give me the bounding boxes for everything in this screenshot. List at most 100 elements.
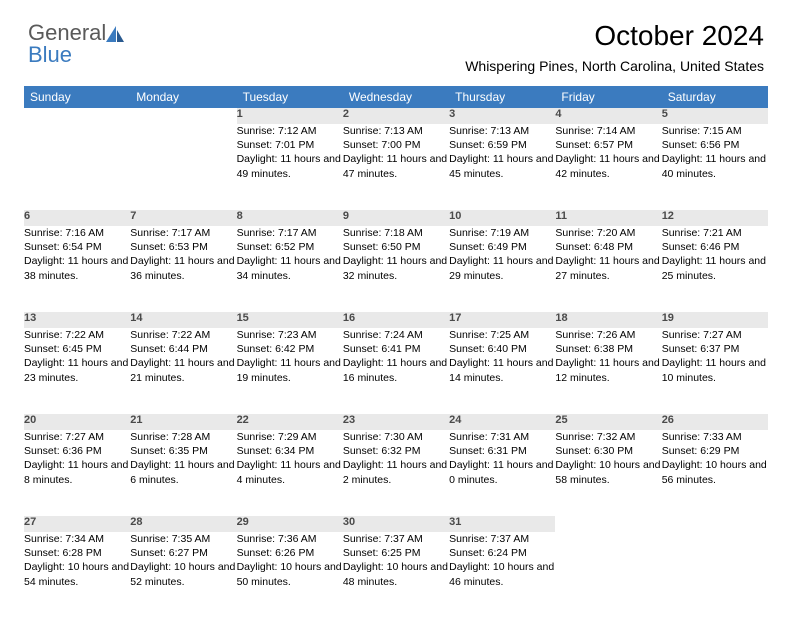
day-number: 16 xyxy=(343,312,449,328)
sunrise-text: Sunrise: 7:37 AM xyxy=(449,532,555,546)
weekday-header: Friday xyxy=(555,86,661,108)
sunset-text: Sunset: 6:59 PM xyxy=(449,138,555,152)
daylight-text: Daylight: 11 hours and 36 minutes. xyxy=(130,254,236,282)
sunset-text: Sunset: 6:53 PM xyxy=(130,240,236,254)
daylight-text: Daylight: 11 hours and 16 minutes. xyxy=(343,356,449,384)
daylight-text: Daylight: 10 hours and 58 minutes. xyxy=(555,458,661,486)
day-number: 4 xyxy=(555,108,661,124)
day-number: 12 xyxy=(662,210,768,226)
daylight-text: Daylight: 11 hours and 27 minutes. xyxy=(555,254,661,282)
sunset-text: Sunset: 6:24 PM xyxy=(449,546,555,560)
sunrise-text: Sunrise: 7:22 AM xyxy=(130,328,236,342)
day-number: 22 xyxy=(237,414,343,430)
sunset-text: Sunset: 6:56 PM xyxy=(662,138,768,152)
sunset-text: Sunset: 6:28 PM xyxy=(24,546,130,560)
day-number: 25 xyxy=(555,414,661,430)
day-number: 13 xyxy=(24,312,130,328)
sunset-text: Sunset: 6:41 PM xyxy=(343,342,449,356)
sunset-text: Sunset: 7:00 PM xyxy=(343,138,449,152)
sail-icon xyxy=(106,26,126,42)
day-cell: Sunrise: 7:30 AMSunset: 6:32 PMDaylight:… xyxy=(343,430,449,516)
day-number: 6 xyxy=(24,210,130,226)
sunrise-text: Sunrise: 7:25 AM xyxy=(449,328,555,342)
day-number: 14 xyxy=(130,312,236,328)
day-cell: Sunrise: 7:16 AMSunset: 6:54 PMDaylight:… xyxy=(24,226,130,312)
sunset-text: Sunset: 6:57 PM xyxy=(555,138,661,152)
day-cell: Sunrise: 7:24 AMSunset: 6:41 PMDaylight:… xyxy=(343,328,449,414)
day-number: 11 xyxy=(555,210,661,226)
sunset-text: Sunset: 6:27 PM xyxy=(130,546,236,560)
daylight-text: Daylight: 11 hours and 14 minutes. xyxy=(449,356,555,384)
sunrise-text: Sunrise: 7:32 AM xyxy=(555,430,661,444)
day-number: 7 xyxy=(130,210,236,226)
sunrise-text: Sunrise: 7:17 AM xyxy=(237,226,343,240)
day-cell: Sunrise: 7:36 AMSunset: 6:26 PMDaylight:… xyxy=(237,532,343,618)
day-cell: Sunrise: 7:33 AMSunset: 6:29 PMDaylight:… xyxy=(662,430,768,516)
day-cell: Sunrise: 7:29 AMSunset: 6:34 PMDaylight:… xyxy=(237,430,343,516)
day-number: 10 xyxy=(449,210,555,226)
sunrise-text: Sunrise: 7:36 AM xyxy=(237,532,343,546)
sunrise-text: Sunrise: 7:20 AM xyxy=(555,226,661,240)
daylight-text: Daylight: 11 hours and 29 minutes. xyxy=(449,254,555,282)
sunrise-text: Sunrise: 7:16 AM xyxy=(24,226,130,240)
calendar-table: SundayMondayTuesdayWednesdayThursdayFrid… xyxy=(24,86,768,618)
sunrise-text: Sunrise: 7:15 AM xyxy=(662,124,768,138)
day-number: 1 xyxy=(237,108,343,124)
day-cell: Sunrise: 7:13 AMSunset: 6:59 PMDaylight:… xyxy=(449,124,555,210)
daylight-text: Daylight: 11 hours and 2 minutes. xyxy=(343,458,449,486)
daylight-text: Daylight: 11 hours and 32 minutes. xyxy=(343,254,449,282)
daylight-text: Daylight: 11 hours and 4 minutes. xyxy=(237,458,343,486)
sunrise-text: Sunrise: 7:34 AM xyxy=(24,532,130,546)
sunrise-text: Sunrise: 7:17 AM xyxy=(130,226,236,240)
sunrise-text: Sunrise: 7:21 AM xyxy=(662,226,768,240)
sunrise-text: Sunrise: 7:14 AM xyxy=(555,124,661,138)
day-number: 30 xyxy=(343,516,449,532)
weekday-header: Sunday xyxy=(24,86,130,108)
day-cell: Sunrise: 7:37 AMSunset: 6:25 PMDaylight:… xyxy=(343,532,449,618)
daylight-text: Daylight: 11 hours and 0 minutes. xyxy=(449,458,555,486)
day-cell: Sunrise: 7:23 AMSunset: 6:42 PMDaylight:… xyxy=(237,328,343,414)
sunset-text: Sunset: 6:50 PM xyxy=(343,240,449,254)
weekday-header: Thursday xyxy=(449,86,555,108)
sunset-text: Sunset: 6:34 PM xyxy=(237,444,343,458)
empty-cell xyxy=(662,516,768,532)
day-cell: Sunrise: 7:22 AMSunset: 6:44 PMDaylight:… xyxy=(130,328,236,414)
day-number: 19 xyxy=(662,312,768,328)
day-cell: Sunrise: 7:17 AMSunset: 6:53 PMDaylight:… xyxy=(130,226,236,312)
daylight-text: Daylight: 10 hours and 48 minutes. xyxy=(343,560,449,588)
day-number: 5 xyxy=(662,108,768,124)
weekday-header: Wednesday xyxy=(343,86,449,108)
sunrise-text: Sunrise: 7:31 AM xyxy=(449,430,555,444)
sunset-text: Sunset: 6:38 PM xyxy=(555,342,661,356)
day-cell: Sunrise: 7:35 AMSunset: 6:27 PMDaylight:… xyxy=(130,532,236,618)
daylight-text: Daylight: 11 hours and 40 minutes. xyxy=(662,152,768,180)
sunset-text: Sunset: 6:40 PM xyxy=(449,342,555,356)
daylight-text: Daylight: 11 hours and 34 minutes. xyxy=(237,254,343,282)
brand-name-2: Blue xyxy=(28,42,72,67)
day-cell: Sunrise: 7:12 AMSunset: 7:01 PMDaylight:… xyxy=(237,124,343,210)
daylight-text: Daylight: 11 hours and 23 minutes. xyxy=(24,356,130,384)
daylight-text: Daylight: 10 hours and 52 minutes. xyxy=(130,560,236,588)
daylight-text: Daylight: 11 hours and 45 minutes. xyxy=(449,152,555,180)
sunrise-text: Sunrise: 7:22 AM xyxy=(24,328,130,342)
sunset-text: Sunset: 6:54 PM xyxy=(24,240,130,254)
sunrise-text: Sunrise: 7:29 AM xyxy=(237,430,343,444)
day-number: 24 xyxy=(449,414,555,430)
weekday-header: Monday xyxy=(130,86,236,108)
sunset-text: Sunset: 6:30 PM xyxy=(555,444,661,458)
brand-logo: General Blue xyxy=(28,22,126,66)
sunrise-text: Sunrise: 7:13 AM xyxy=(343,124,449,138)
sunset-text: Sunset: 6:44 PM xyxy=(130,342,236,356)
weekday-header: Tuesday xyxy=(237,86,343,108)
day-number: 8 xyxy=(237,210,343,226)
empty-cell xyxy=(555,516,661,532)
day-cell: Sunrise: 7:19 AMSunset: 6:49 PMDaylight:… xyxy=(449,226,555,312)
sunset-text: Sunset: 6:37 PM xyxy=(662,342,768,356)
sunrise-text: Sunrise: 7:13 AM xyxy=(449,124,555,138)
day-number: 15 xyxy=(237,312,343,328)
daylight-text: Daylight: 11 hours and 42 minutes. xyxy=(555,152,661,180)
month-year: October 2024 xyxy=(465,20,764,52)
daylight-text: Daylight: 11 hours and 12 minutes. xyxy=(555,356,661,384)
day-number: 27 xyxy=(24,516,130,532)
sunrise-text: Sunrise: 7:19 AM xyxy=(449,226,555,240)
